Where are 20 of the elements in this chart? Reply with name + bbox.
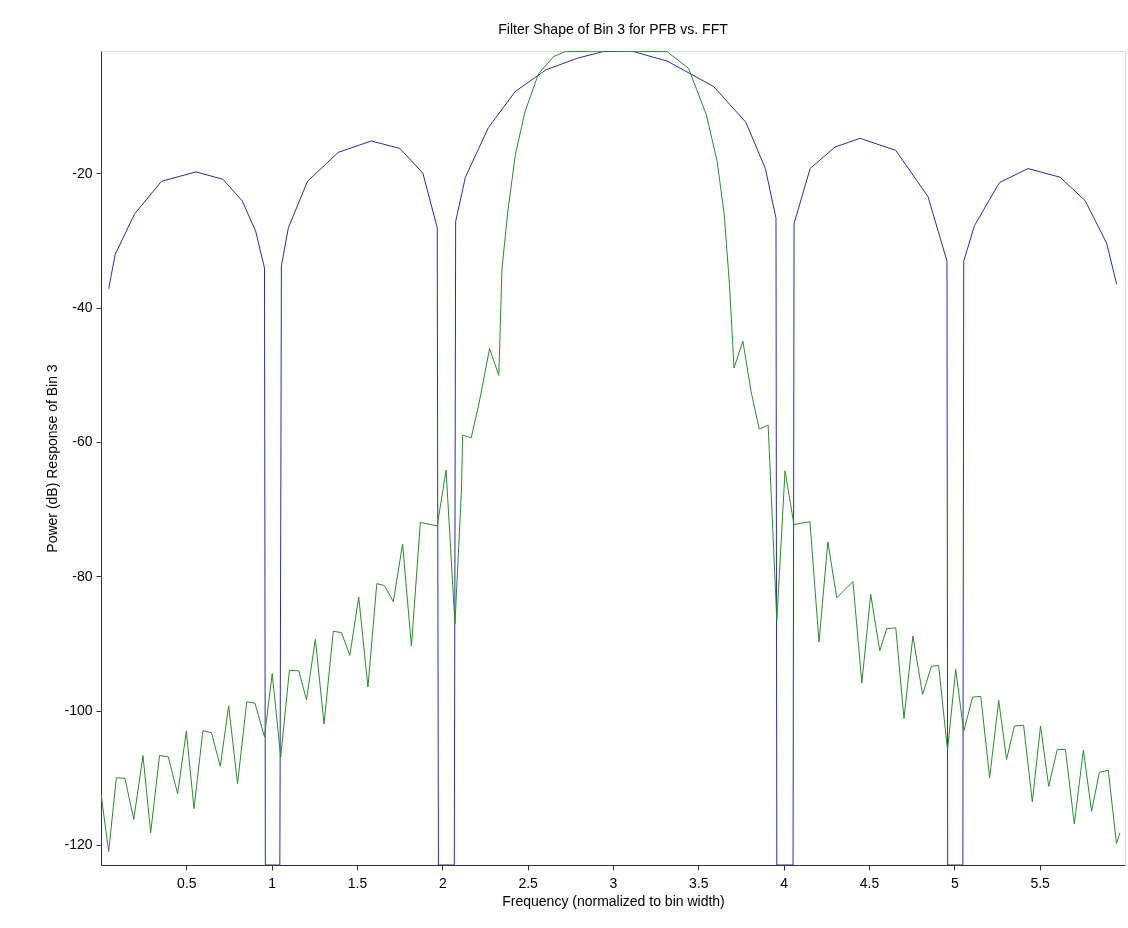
x-tick-label: 1.5 [347, 874, 368, 891]
y-tick-label: -80 [72, 567, 93, 584]
y-tick-label: -120 [64, 836, 93, 853]
x-tick-label: 5.5 [1030, 874, 1051, 891]
x-tick-label: 3.5 [689, 874, 709, 891]
x-tick-label: 1 [268, 874, 277, 891]
chart-title: Filter Shape of Bin 3 for PFB vs. FFT [498, 21, 729, 37]
y-axis-title: Power (dB) Response of Bin 3 [44, 364, 61, 553]
y-tick-label: -60 [72, 433, 93, 450]
x-tick-label: 3 [609, 874, 618, 891]
x-tick-label: 4.5 [859, 874, 880, 891]
x-tick-label: 0.5 [177, 874, 197, 891]
y-tick-label: -20 [72, 164, 93, 181]
x-axis-title: Frequency (normalized to bin width) [502, 892, 725, 909]
y-tick-label: -100 [64, 702, 93, 719]
x-tick-label: 2 [438, 874, 447, 891]
x-tick-label: 5 [950, 874, 959, 891]
y-tick-label: -40 [72, 299, 93, 316]
x-tick-label: 2.5 [518, 874, 539, 891]
x-tick-label: 4 [780, 874, 789, 891]
